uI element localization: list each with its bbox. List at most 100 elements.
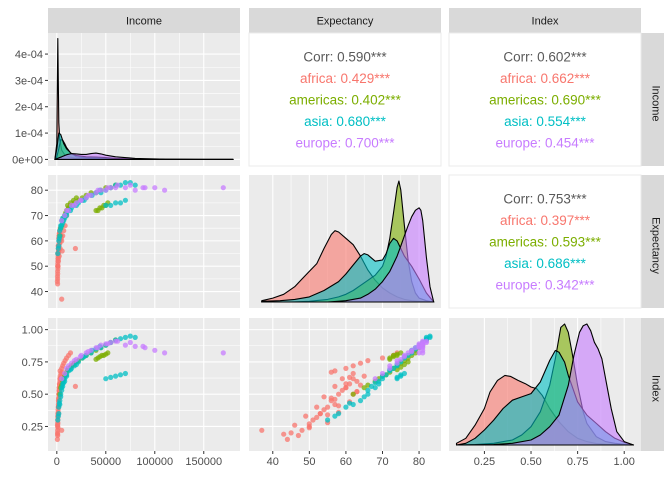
point-africa xyxy=(54,273,61,279)
density-europe xyxy=(261,207,435,303)
point-africa xyxy=(55,263,61,269)
point-asia xyxy=(59,223,65,229)
point-africa xyxy=(292,422,298,428)
point-asia xyxy=(365,387,371,393)
points-europe xyxy=(59,338,226,382)
panel-index-vs-index-content xyxy=(455,318,635,451)
panel-expectancy-vs-expectancy-content xyxy=(261,175,435,308)
panel-index-vs-index-xtick-label: 0.75 xyxy=(567,456,588,468)
point-europe xyxy=(85,349,91,355)
point-africa xyxy=(55,258,62,264)
point-africa xyxy=(332,383,338,389)
strip-right-label-expectancy: Expectancy xyxy=(650,217,662,274)
panel-expectancy-vs-income-ytick-label: 80 xyxy=(31,185,43,197)
point-africa xyxy=(54,436,61,442)
strip-top-label-income: Income xyxy=(126,16,162,28)
point-europe xyxy=(62,212,68,219)
corr-label-europe: europe: 0.454*** xyxy=(495,136,595,151)
point-asia xyxy=(325,417,331,423)
point-africa xyxy=(343,381,349,387)
point-europe xyxy=(387,363,393,369)
panel-index-vs-expectancy-content xyxy=(249,318,441,451)
point-europe xyxy=(401,354,407,360)
panel-expectancy-vs-income-ytick-label: 70 xyxy=(31,211,43,223)
point-africa xyxy=(347,381,353,387)
point-africa xyxy=(357,382,364,388)
point-europe xyxy=(394,358,400,364)
point-europe xyxy=(115,182,121,188)
point-europe xyxy=(95,345,101,351)
point-africa xyxy=(303,413,309,419)
point-asia xyxy=(365,391,371,397)
point-europe xyxy=(71,202,77,208)
point-europe xyxy=(105,185,111,191)
point-africa xyxy=(281,431,287,437)
corr-label-overall: Corr: 0.753*** xyxy=(503,192,587,207)
point-asia xyxy=(55,417,61,423)
corr-label-asia: asia: 0.686*** xyxy=(504,256,587,271)
point-europe xyxy=(77,354,83,360)
point-africa xyxy=(332,396,338,402)
corr-label-overall: Corr: 0.602*** xyxy=(503,50,587,65)
point-africa xyxy=(379,355,386,361)
corr-label-asia: asia: 0.554*** xyxy=(504,114,587,129)
corr-label-africa: africa: 0.662*** xyxy=(500,71,591,86)
point-europe xyxy=(372,376,378,382)
panel-index-vs-income-ytick-label: 1.00 xyxy=(22,325,43,337)
point-asia xyxy=(343,404,349,410)
point-americas xyxy=(405,359,411,365)
point-africa xyxy=(350,370,356,377)
point-europe xyxy=(59,218,65,224)
point-africa xyxy=(59,427,65,433)
point-europe xyxy=(420,350,426,356)
point-africa xyxy=(314,414,320,420)
strip-top-income xyxy=(48,8,240,33)
point-europe xyxy=(77,197,83,203)
point-asia xyxy=(117,200,124,206)
strip-right-expectancy xyxy=(641,175,664,308)
corr-label-africa: africa: 0.397*** xyxy=(500,213,591,228)
panel-index-vs-expectancy-xtick-label: 50 xyxy=(303,456,315,468)
panel-expectancy-vs-income-ytick-label: 40 xyxy=(31,287,43,299)
point-europe xyxy=(220,185,226,191)
point-asia xyxy=(347,400,353,406)
point-americas xyxy=(401,361,407,368)
point-asia xyxy=(122,370,128,377)
point-africa xyxy=(72,383,78,389)
point-asia xyxy=(357,398,364,404)
point-americas xyxy=(350,391,356,397)
strip-right-label-index: Index xyxy=(650,375,662,402)
panel-expectancy-vs-income-ytick-label: 50 xyxy=(31,261,43,273)
point-africa xyxy=(55,281,61,287)
point-asia xyxy=(122,197,128,203)
point-africa xyxy=(361,373,367,379)
point-africa xyxy=(365,358,371,364)
point-asia xyxy=(113,373,119,379)
point-asia xyxy=(368,383,375,389)
corr-label-asia: asia: 0.680*** xyxy=(304,114,387,129)
point-europe xyxy=(66,207,72,214)
point-africa xyxy=(284,436,290,442)
point-europe xyxy=(140,343,146,349)
point-africa xyxy=(347,374,353,380)
point-europe xyxy=(122,185,128,191)
point-asia xyxy=(122,334,128,340)
point-europe xyxy=(122,342,128,348)
point-europe xyxy=(423,339,429,346)
point-europe xyxy=(85,192,91,198)
point-africa xyxy=(288,430,294,436)
point-africa xyxy=(350,363,356,369)
point-asia xyxy=(336,411,342,417)
point-europe xyxy=(220,350,226,356)
point-africa xyxy=(310,417,316,423)
point-asia xyxy=(56,400,62,406)
panel-index-vs-index-xtick-label: 0.50 xyxy=(520,456,541,468)
point-africa xyxy=(336,391,342,397)
strip-right-income xyxy=(641,33,664,166)
point-europe xyxy=(416,350,422,356)
point-africa xyxy=(295,432,301,439)
point-europe xyxy=(132,187,138,193)
point-europe xyxy=(409,349,415,355)
point-europe xyxy=(140,185,146,191)
point-africa xyxy=(343,365,349,371)
